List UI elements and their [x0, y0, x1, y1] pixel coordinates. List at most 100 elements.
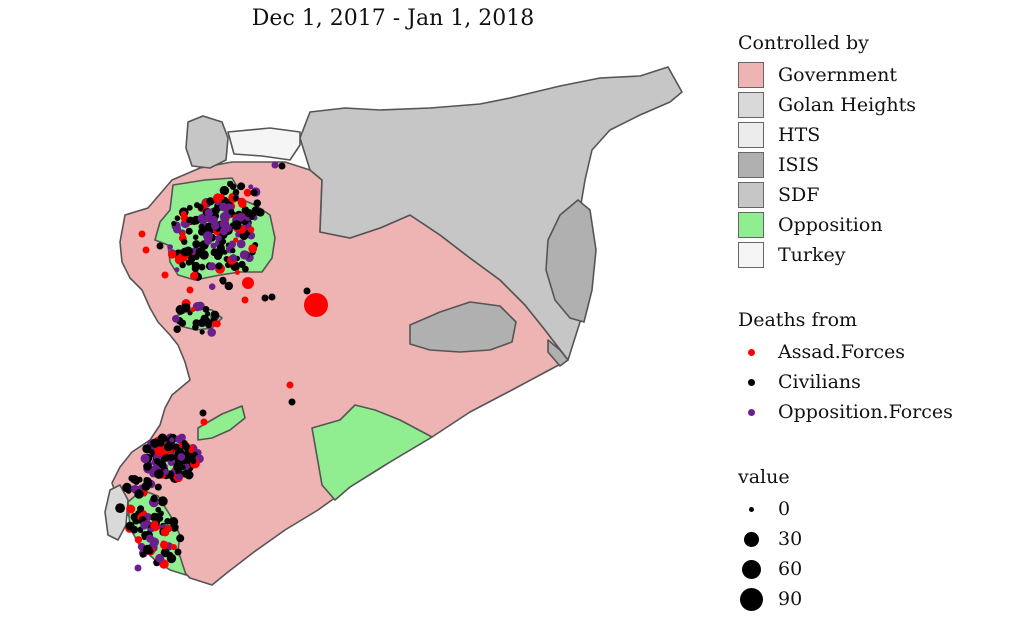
- legend-label: Opposition: [778, 214, 883, 236]
- death-point: [163, 442, 173, 452]
- legend-label: Assad.Forces: [778, 341, 906, 363]
- death-point: [261, 294, 269, 302]
- death-point: [286, 381, 294, 389]
- legend-label: 60: [778, 558, 803, 580]
- region-opposition-tanf: [311, 404, 433, 501]
- swatch-isis: [738, 152, 764, 178]
- death-point: [128, 475, 135, 482]
- value-legend: value 0 30 60 90: [738, 466, 802, 614]
- death-point: [268, 293, 276, 301]
- death-point: [162, 468, 169, 475]
- death-point: [154, 483, 162, 491]
- death-point: [243, 208, 249, 214]
- legend-item-turkey: Turkey: [738, 240, 916, 270]
- death-point: [161, 271, 169, 279]
- death-point: [303, 287, 311, 295]
- death-point: [202, 306, 210, 313]
- legend-item-hts: HTS: [738, 120, 916, 150]
- death-point: [243, 188, 252, 197]
- legend-item-value-60: 60: [738, 554, 802, 584]
- death-point: [219, 202, 228, 212]
- death-point: [199, 250, 209, 260]
- value-legend-title: value: [738, 466, 790, 488]
- death-point: [253, 199, 261, 207]
- deaths-legend: Deaths from Assad.Forces Civilians Oppos…: [738, 309, 953, 427]
- legend-item-golan-heights: Golan Heights: [738, 90, 916, 120]
- death-point: [137, 527, 144, 534]
- death-point: [211, 310, 220, 319]
- deaths-legend-title: Deaths from: [738, 309, 858, 331]
- death-point: [157, 433, 168, 443]
- death-point: [215, 234, 222, 242]
- death-point: [185, 227, 193, 235]
- death-point: [193, 253, 200, 260]
- death-point-large: [304, 293, 328, 317]
- death-point: [150, 520, 159, 529]
- death-point: [248, 244, 258, 254]
- death-point: [134, 536, 143, 544]
- region-golan: [104, 484, 129, 541]
- death-point: [229, 254, 237, 262]
- legend-item-value-90: 90: [738, 584, 802, 614]
- death-point: [247, 226, 255, 233]
- death-point: [224, 281, 233, 291]
- death-point: [193, 242, 199, 249]
- death-point: [130, 525, 139, 534]
- death-point: [238, 199, 247, 208]
- legend-item-opposition: Opposition: [738, 210, 916, 240]
- legend-label: Turkey: [778, 244, 846, 266]
- death-point: [172, 315, 180, 323]
- death-point: [190, 271, 199, 281]
- death-point: [145, 534, 155, 543]
- death-point: [278, 162, 286, 170]
- death-point: [177, 453, 186, 461]
- swatch-golan-heights: [738, 92, 764, 118]
- death-point: [242, 277, 254, 289]
- death-point: [198, 223, 205, 230]
- legend-label: 30: [778, 528, 803, 550]
- legend-item-opposition-forces: Opposition.Forces: [738, 397, 953, 427]
- death-point: [208, 283, 216, 291]
- death-point: [230, 248, 236, 254]
- death-point: [190, 218, 198, 225]
- death-point: [219, 276, 227, 284]
- legend-item-isis: ISIS: [738, 150, 916, 180]
- death-point: [134, 564, 142, 572]
- death-point: [213, 193, 223, 203]
- death-point: [170, 544, 177, 551]
- death-point: [190, 307, 196, 313]
- legend-item-assad-forces: Assad.Forces: [738, 337, 953, 367]
- death-point: [154, 469, 164, 479]
- swatch-turkey: [738, 242, 764, 268]
- region-sdf-afrin: [185, 115, 229, 169]
- death-point: [233, 237, 239, 243]
- death-point: [153, 457, 161, 465]
- death-point: [250, 189, 258, 197]
- death-point: [271, 161, 279, 169]
- death-point: [154, 446, 165, 457]
- death-point: [181, 238, 188, 245]
- death-point: [175, 435, 183, 444]
- death-point: [248, 184, 254, 190]
- death-point: [142, 246, 150, 254]
- death-point: [171, 220, 177, 227]
- death-point: [200, 418, 208, 426]
- region-opposition-qalamoun: [197, 405, 246, 441]
- size-dot-90: [739, 587, 763, 611]
- death-point: [232, 195, 239, 202]
- death-point: [158, 460, 167, 469]
- legend-label: ISIS: [778, 154, 820, 176]
- death-point: [207, 262, 216, 271]
- death-point: [138, 230, 146, 238]
- size-dot-60: [741, 559, 761, 579]
- death-point: [205, 311, 211, 317]
- death-point: [203, 316, 211, 325]
- death-point: [211, 206, 220, 215]
- death-point: [173, 461, 184, 472]
- death-point: [150, 438, 160, 448]
- death-point: [219, 219, 230, 229]
- region-isis-southeast: [547, 339, 569, 367]
- death-point: [168, 250, 177, 259]
- legend-label: SDF: [778, 184, 820, 206]
